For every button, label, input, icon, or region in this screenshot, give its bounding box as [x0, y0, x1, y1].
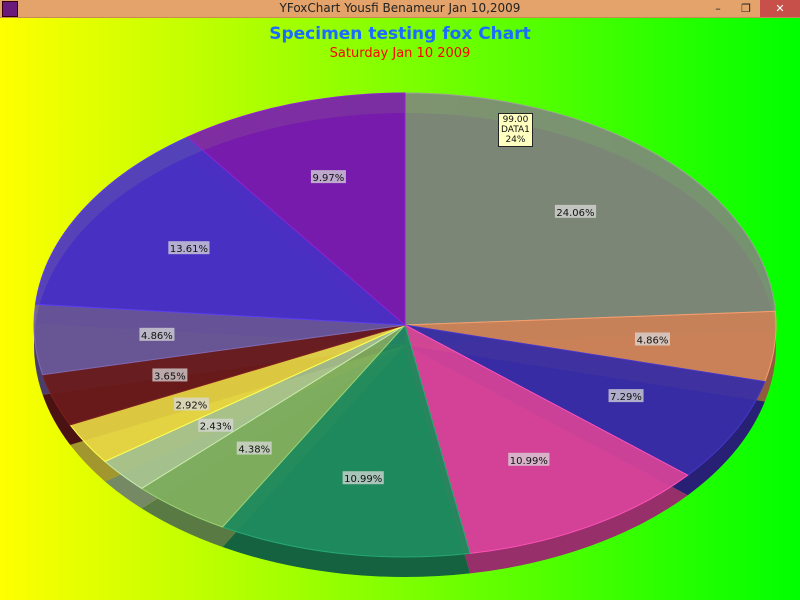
slice-label: 4.86% — [637, 336, 669, 347]
slice-label: 24.06% — [556, 208, 594, 219]
slice-label-bg — [173, 397, 209, 411]
slice-label-bg — [152, 368, 188, 382]
slice-label-bg — [634, 332, 670, 346]
chart-app-icon[interactable] — [2, 1, 18, 17]
slice-label: 10.99% — [344, 474, 382, 485]
slice-label-bg — [198, 418, 234, 432]
pie-slice[interactable] — [34, 136, 407, 326]
slice-label-group: 4.86% — [634, 332, 670, 347]
tooltip-percent: 24% — [505, 135, 526, 145]
slice-label: 9.97% — [313, 173, 345, 184]
pie-slice[interactable] — [404, 324, 689, 554]
tooltip-value: 99.00 — [502, 115, 529, 125]
slice-label-group: 10.99% — [342, 471, 384, 485]
restore-button[interactable]: ❐ — [741, 2, 751, 15]
slice-label-bg — [342, 471, 384, 485]
slice-label: 3.65% — [154, 371, 186, 382]
tooltip-name: DATA1 — [501, 125, 530, 135]
pie-slice[interactable] — [186, 92, 406, 327]
tooltip: 99.00 DATA1 24% — [498, 113, 533, 147]
slice-label-group: 9.97% — [310, 170, 346, 184]
pie-slice[interactable] — [221, 323, 471, 558]
slice-label-group: 7.29% — [608, 389, 644, 403]
slice-label-group: 13.61% — [168, 241, 210, 255]
slice-label-bg — [608, 389, 644, 403]
slice-label-group: 3.65% — [152, 368, 188, 382]
slice-label-bg — [168, 241, 210, 255]
pie-slice[interactable] — [404, 324, 766, 476]
window-title: YFoxChart Yousfi Benameur Jan 10,2009 — [279, 1, 521, 15]
chart-title: Specimen testing fox Chart — [269, 24, 531, 44]
title-bar: YFoxChart Yousfi Benameur Jan 10,2009 – … — [0, 0, 800, 18]
slice-label: 13.61% — [170, 244, 208, 255]
slice-label-group: 10.99% — [508, 452, 550, 467]
slice-label: 4.86% — [141, 331, 173, 342]
chart-subtitle: Saturday Jan 10 2009 — [329, 46, 471, 61]
slice-label-group: 2.92% — [173, 397, 209, 412]
slice-label: 7.29% — [610, 392, 642, 403]
slice-label-bg — [554, 204, 597, 218]
slice-label-group: 2.43% — [198, 418, 234, 433]
slice-label-bg — [508, 452, 550, 466]
slice-label-group: 24.06% — [554, 204, 597, 219]
slice-label: 4.38% — [238, 445, 270, 456]
slice-label-group: 4.38% — [236, 441, 272, 456]
slice-label-bg — [310, 170, 346, 184]
minimize-button[interactable]: – — [715, 2, 721, 15]
slice-label-group: 4.86% — [139, 327, 175, 342]
slice-label: 10.99% — [510, 456, 548, 467]
slice-label-bg — [236, 441, 272, 455]
slice-label-bg — [139, 327, 175, 341]
slice-label: 2.92% — [176, 401, 208, 412]
close-button[interactable]: ✕ — [760, 0, 800, 17]
slice-label: 2.43% — [200, 422, 232, 433]
